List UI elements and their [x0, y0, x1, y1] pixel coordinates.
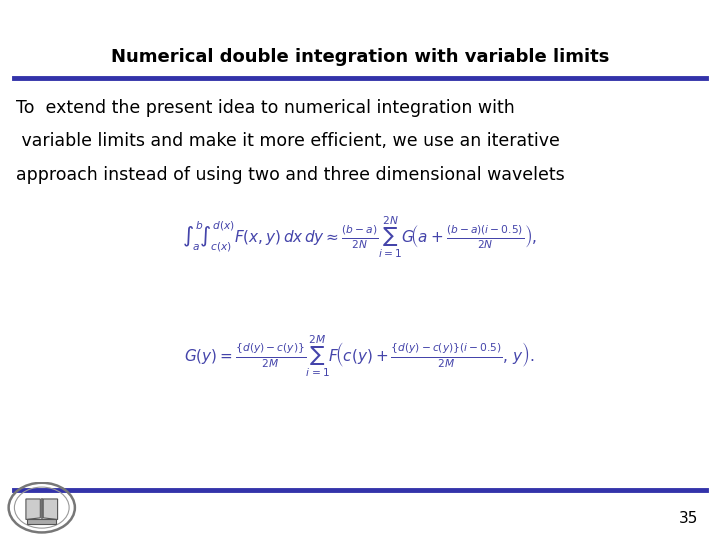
Text: To  extend the present idea to numerical integration with: To extend the present idea to numerical …: [16, 99, 515, 117]
Bar: [27, 519, 56, 524]
Text: 35: 35: [679, 511, 698, 526]
Text: $\int_{a}^{b}\!\int_{c(x)}^{d(x)} F(x,y)\,dx\,dy \approx \frac{(b-a)}{2N}\sum_{i: $\int_{a}^{b}\!\int_{c(x)}^{d(x)} F(x,y)…: [182, 215, 538, 260]
Text: $G(y) = \frac{\{d(y)-c(y)\}}{2M}\sum_{i=1}^{2M} F\!\left(c(y)+\frac{\{d(y)-c(y)\: $G(y) = \frac{\{d(y)-c(y)\}}{2M}\sum_{i=…: [184, 334, 536, 379]
Text: variable limits and make it more efficient, we use an iterative: variable limits and make it more efficie…: [16, 132, 559, 151]
Polygon shape: [43, 499, 58, 519]
Text: approach instead of using two and three dimensional wavelets: approach instead of using two and three …: [16, 166, 564, 184]
Polygon shape: [26, 499, 40, 519]
Text: Numerical double integration with variable limits: Numerical double integration with variab…: [111, 48, 609, 66]
